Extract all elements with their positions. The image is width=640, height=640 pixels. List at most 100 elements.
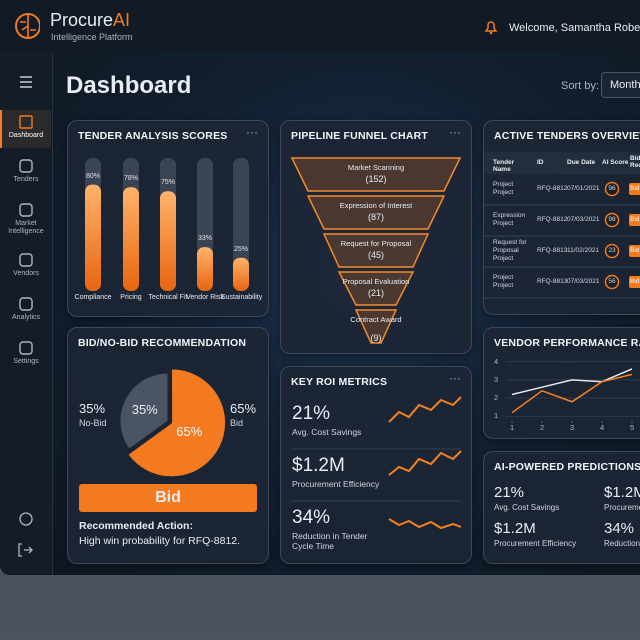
bar-track xyxy=(233,158,249,291)
table-cell: 56 xyxy=(608,278,616,285)
graphic xyxy=(19,159,33,173)
tenders-card: ACTIVE TENDERS OVERVIEW Tender Name ID Due … xyxy=(483,120,640,315)
bid-button[interactable]: Bid xyxy=(79,484,257,512)
pie-inner-label: 65% xyxy=(176,424,203,440)
funnel-stage xyxy=(337,271,415,306)
nav-item[interactable]: Market Intelligence xyxy=(8,220,44,235)
graphic xyxy=(119,368,227,478)
metric-label: Avg. Cost Savings xyxy=(292,427,362,437)
graphic xyxy=(19,203,33,217)
graphic xyxy=(506,361,640,423)
table-cell: 07/01/2021 xyxy=(567,185,600,192)
y-tick-label: 3 xyxy=(494,374,499,384)
metric-value: 34% xyxy=(604,520,635,537)
table-cell: RFQ-8812 xyxy=(537,216,568,223)
funnel-stage xyxy=(354,309,398,344)
table-cell: Request for Proposal Project xyxy=(493,239,527,262)
stage-label: Request for Proposal xyxy=(340,239,412,248)
sort-label: Sort by: xyxy=(561,80,599,92)
bar-value: 33% xyxy=(197,235,212,243)
nav-icon xyxy=(19,341,33,355)
score-ring xyxy=(604,181,620,197)
welcome: Welcome, Samantha Roberts xyxy=(509,22,640,34)
graphic xyxy=(18,512,33,557)
graphic xyxy=(19,341,33,355)
pie-value: 35% xyxy=(79,401,106,416)
bar-value: 78% xyxy=(123,175,138,183)
funnel-card: PIPELINE FUNNEL CHART ··· Market Scanning(… xyxy=(280,120,472,354)
nav-icon xyxy=(19,297,33,311)
menu-icon[interactable] xyxy=(19,76,33,88)
card-title: TENDER ANALYSIS SCORES xyxy=(78,130,228,142)
bar-label: Sustainability xyxy=(221,294,263,301)
metric-value: 34% xyxy=(292,507,331,528)
table-cell: Bid xyxy=(630,247,640,254)
y-tick-label: 1 xyxy=(494,411,499,421)
metric-label: Procurement Efficiency xyxy=(604,503,640,512)
action-text: High win probability for RFQ-8812. xyxy=(79,535,241,547)
nav-active-bar xyxy=(0,110,2,148)
bar xyxy=(197,247,213,291)
bar-label: Vendor Risk xyxy=(186,294,224,301)
bar xyxy=(123,187,139,291)
bell-icon[interactable] xyxy=(482,18,500,36)
pie-slice xyxy=(127,368,227,478)
sort-select[interactable]: Month xyxy=(601,72,640,98)
graphic xyxy=(19,297,33,311)
sparkline xyxy=(388,396,462,423)
metric-value: $1.2M xyxy=(292,455,345,476)
table-cell: 11/02/2021 xyxy=(567,247,600,254)
funnel-stage xyxy=(306,195,446,230)
y-tick-label: 4 xyxy=(494,356,499,366)
table-cell: 07/03/2021 xyxy=(567,216,600,223)
nav-item[interactable]: Analytics xyxy=(11,314,40,321)
stage-count: (21) xyxy=(367,288,384,298)
table-cell: Expression Project xyxy=(493,212,526,227)
vendor-card: VENDOR PERFORMANCE RANKINGS 1 2 3 4 1 2 3 4 5 xyxy=(483,327,640,439)
rec-badge xyxy=(629,214,640,226)
table-cell: 07/03/2021 xyxy=(567,278,600,285)
table-cell: 23 xyxy=(608,247,616,254)
metric-value: 21% xyxy=(292,403,331,424)
recommendation-card: BID/NO-BID RECOMMENDATION 35% 35% No-Bid 65%… xyxy=(67,327,269,564)
stage-count: (9) xyxy=(370,333,382,343)
sparkline xyxy=(388,450,462,476)
graphic xyxy=(290,157,462,344)
metric-label: Reduction in Tender Cycle Time xyxy=(604,539,640,548)
bar xyxy=(233,257,249,291)
pie-inner-label: 35% xyxy=(131,401,158,417)
graphic xyxy=(0,110,51,148)
table-cell: Bid xyxy=(630,278,640,285)
table-cell: Project Project xyxy=(493,181,514,196)
sidebar: Dashboard Tenders Market Intelligence Vendo… xyxy=(0,52,53,575)
nav-item[interactable]: Dashboard xyxy=(8,132,44,139)
funnel-stage xyxy=(322,233,430,268)
stage-label: Contract Award xyxy=(350,315,402,324)
table-cell: RFQ-8813 xyxy=(537,247,568,254)
nav-item[interactable]: Settings xyxy=(13,358,39,365)
nav-icon xyxy=(19,253,33,267)
stage-count: (87) xyxy=(367,212,384,222)
pie-label: Bid xyxy=(230,418,244,428)
x-tick-label: 3 xyxy=(570,423,575,432)
brand-accent: AI xyxy=(113,10,131,30)
card-title: AI-POWERED PREDICTIONS xyxy=(494,461,640,473)
column-header: Bid Rec xyxy=(630,155,640,169)
table-cell: 98 xyxy=(608,216,616,223)
nav-item[interactable]: Vendors xyxy=(13,270,39,277)
action-title: Recommended Action: xyxy=(79,520,193,532)
score-ring xyxy=(604,243,620,259)
metric-value: $1.2M xyxy=(604,484,640,501)
graphic xyxy=(19,115,33,129)
pie-slice xyxy=(119,372,169,450)
graphic xyxy=(85,158,249,291)
bar-value: 75% xyxy=(160,179,175,187)
x-tick-label: 2 xyxy=(540,423,545,432)
table-cell: RFQ-8813 xyxy=(537,278,568,285)
stage-count: (45) xyxy=(367,250,384,260)
nav-item[interactable]: Tenders xyxy=(13,176,39,183)
column-header: AI Score xyxy=(602,159,629,166)
bar xyxy=(85,184,101,291)
